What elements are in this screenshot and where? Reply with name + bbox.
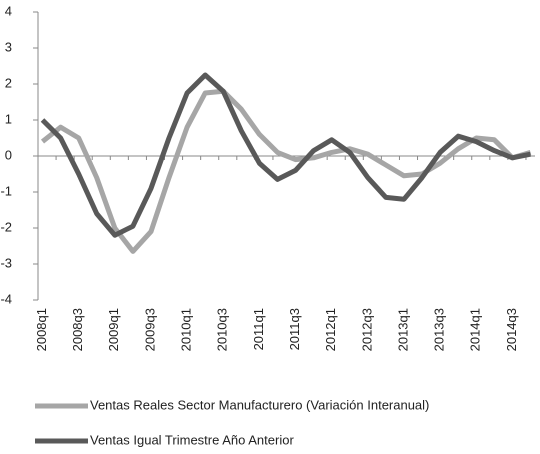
y-tick-label: 4 xyxy=(5,3,12,18)
x-tick-label: 2014q3 xyxy=(504,308,519,351)
x-tick-label: 2008q3 xyxy=(70,308,85,351)
y-tick-label: 1 xyxy=(5,111,12,126)
x-tick-label: 2008q1 xyxy=(34,308,49,351)
x-tick-label: 2012q1 xyxy=(323,308,338,351)
x-tick-label: 2009q3 xyxy=(142,308,157,351)
series-line xyxy=(40,88,532,254)
x-tick-label: 2012q3 xyxy=(359,308,374,351)
y-tick-label: -2 xyxy=(0,219,12,234)
x-tick-label: 2013q1 xyxy=(395,308,410,351)
x-tick-label: 2013q3 xyxy=(432,308,447,351)
series-line xyxy=(40,72,531,238)
y-tick-label: -1 xyxy=(0,183,12,198)
x-tick-label: 2009q1 xyxy=(106,308,121,351)
legend-label: Ventas Igual Trimestre Año Anterior xyxy=(90,432,294,447)
y-tick-label: -4 xyxy=(0,291,12,306)
x-tick-label: 2011q1 xyxy=(251,308,266,350)
x-tick-label: 2010q1 xyxy=(179,308,194,351)
y-tick-label: 2 xyxy=(5,75,12,90)
x-tick-label: 2011q3 xyxy=(287,308,302,350)
x-tick-label: 2010q3 xyxy=(215,308,230,351)
y-tick-label: 3 xyxy=(5,39,12,54)
y-tick-label: 0 xyxy=(5,147,12,162)
y-tick-label: -3 xyxy=(0,255,12,270)
legend-label: Ventas Reales Sector Manufacturero (Vari… xyxy=(90,397,429,412)
x-tick-label: 2014q1 xyxy=(468,308,483,351)
